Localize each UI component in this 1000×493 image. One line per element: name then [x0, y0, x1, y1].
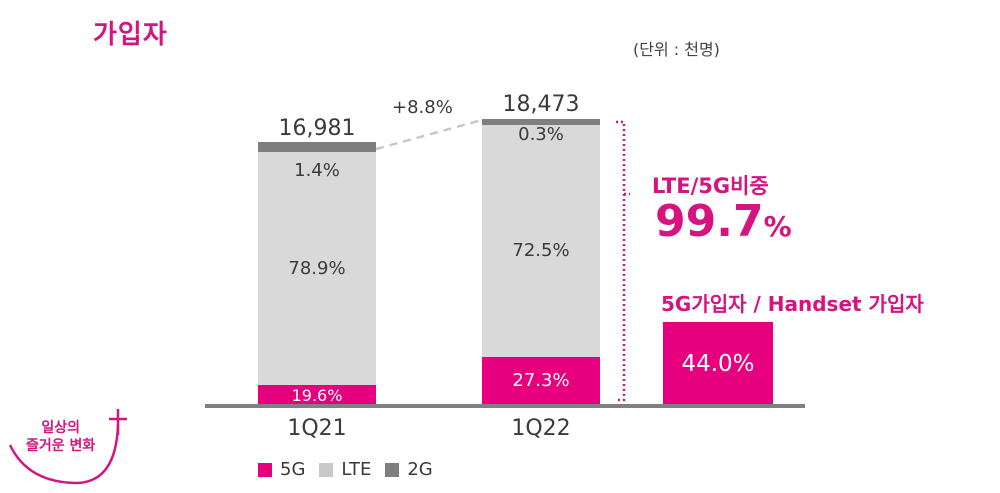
- pct-lte: 72.5%: [512, 240, 570, 261]
- segment-5g: [482, 357, 600, 405]
- growth-connector: [376, 118, 483, 151]
- pct-5g: 27.3%: [512, 370, 570, 391]
- segment-2g: [258, 142, 376, 152]
- pct-2g: 0.3%: [518, 124, 564, 145]
- legend-item-5g: 5G: [258, 459, 305, 480]
- pct-2g: 1.4%: [294, 160, 340, 181]
- legend-swatch-lte: [319, 462, 334, 477]
- bar-total-1q21: 16,981: [278, 116, 356, 141]
- brand-logo: 일상의 즐거운 변화: [8, 405, 128, 485]
- legend-item-2g: 2G: [385, 459, 433, 480]
- legend-item-lte: LTE: [319, 459, 371, 480]
- 5g-handset-ratio-box: 44.0%: [663, 322, 773, 405]
- pct-5g: 19.6%: [291, 386, 343, 405]
- 5g-handset-ratio-value: 44.0%: [681, 350, 755, 377]
- growth-label: +8.8%: [392, 97, 453, 118]
- segment-lte: [258, 152, 376, 385]
- page-title: 가입자: [93, 20, 168, 50]
- x-label-1q21: 1Q21: [287, 416, 347, 441]
- 5g-handset-ratio-label: 5G가입자 / Handset 가입자: [661, 292, 924, 316]
- logo-text: 일상의 즐거운 변화: [26, 420, 96, 454]
- legend-swatch-5g: [258, 462, 272, 477]
- unit-note: (단위 : 천명): [633, 40, 720, 59]
- bracket-icon: [616, 120, 630, 402]
- pct-lte: 78.9%: [288, 258, 346, 279]
- x-axis-baseline: [205, 404, 805, 408]
- x-label-1q22: 1Q22: [511, 416, 571, 441]
- segment-lte: [482, 125, 600, 357]
- lte-5g-share-label: LTE/5G비중: [652, 174, 769, 198]
- legend: 5G LTE 2G: [258, 459, 433, 480]
- lte-5g-share-value: 99.7%: [655, 196, 792, 247]
- logo-swoosh-icon: [8, 409, 127, 485]
- segment-2g: [482, 119, 600, 125]
- legend-swatch-2g: [385, 462, 400, 477]
- bar-total-1q22: 18,473: [502, 92, 580, 117]
- segment-5g: [258, 385, 376, 405]
